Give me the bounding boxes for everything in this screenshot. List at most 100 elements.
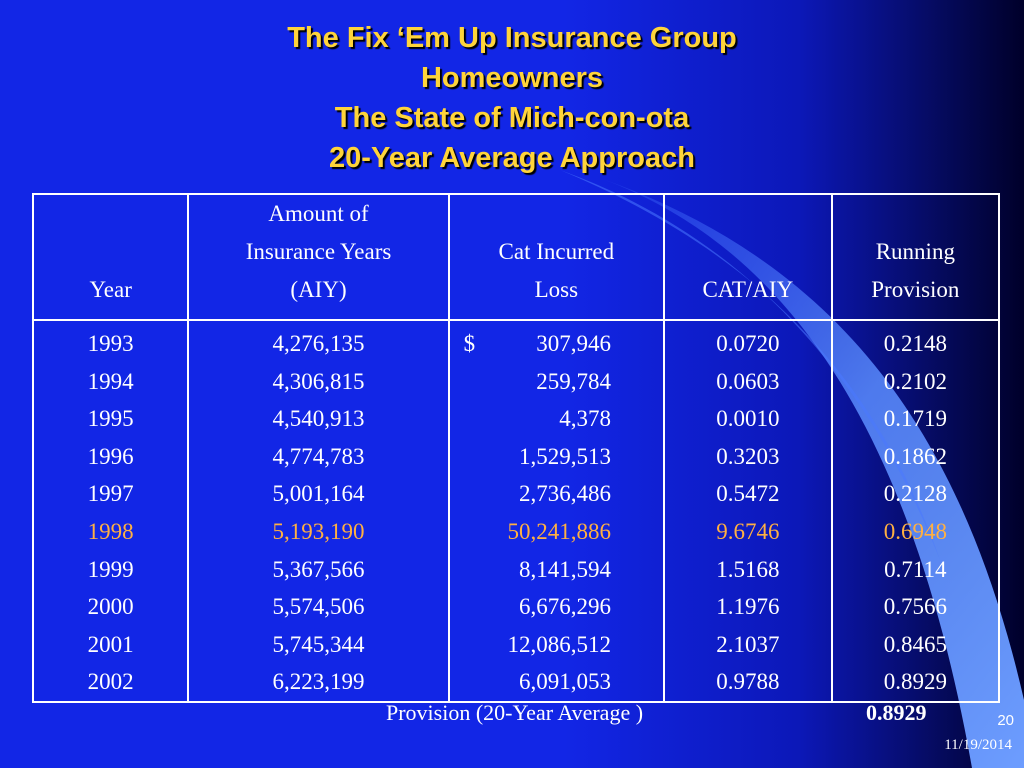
- running-cell: 0.8465: [883, 631, 947, 657]
- header-cat-aiy: CAT/AIY: [663, 193, 833, 321]
- ratio-cell: 1.1976: [716, 594, 780, 620]
- header-line: Year: [89, 277, 132, 302]
- header-line: Insurance Years: [245, 239, 392, 264]
- year-cell: 2000: [87, 594, 134, 620]
- loss-cell: 259,784: [456, 363, 657, 401]
- header-line: CAT/AIY: [702, 277, 794, 302]
- aiy-cell: 4,540,913: [272, 406, 365, 432]
- currency-symbol: [464, 400, 484, 438]
- header-line: (AIY): [290, 277, 347, 302]
- loss-value: 259,784: [536, 368, 611, 394]
- loss-cell: 12,086,512: [456, 626, 657, 664]
- loss-value: 1,529,513: [519, 443, 611, 469]
- ratio-cell: 2.1037: [716, 631, 780, 657]
- header-line: Amount of: [268, 201, 369, 226]
- header-line: Cat Incurred: [498, 239, 615, 264]
- year-cell: 1995: [87, 406, 134, 432]
- title-line-method: 20-Year Average Approach: [329, 142, 695, 174]
- currency-symbol: [464, 626, 484, 664]
- loss-cell: 4,378: [456, 400, 657, 438]
- year-cell: 1997: [87, 481, 134, 507]
- loss-cell: 2,736,486: [456, 475, 657, 513]
- table-header-row: Year Amount of Insurance Years (AIY) Cat I…: [31, 193, 1001, 321]
- currency-symbol: [464, 551, 484, 589]
- year-cell: 1994: [87, 368, 134, 394]
- ratio-cell: 0.0720: [716, 331, 780, 356]
- provision-average-value: 0.8929: [866, 700, 927, 725]
- loss-cell: 6,676,296: [456, 588, 657, 626]
- currency-symbol: [464, 438, 484, 476]
- currency-symbol: [464, 363, 484, 401]
- slide-title: The Fix ‘Em Up Insurance Group Homeowner…: [0, 18, 1024, 178]
- running-cell: 0.2128: [883, 481, 947, 507]
- ratio-cell: 1.5168: [716, 556, 780, 582]
- loss-cell: 8,141,594: [456, 551, 657, 589]
- year-cell: 2002: [87, 669, 134, 695]
- year-cell: 1996: [87, 443, 134, 469]
- running-provision-column: 0.2148 0.2102 0.1719 0.1862 0.2128 0.6948 0.71…: [830, 319, 1001, 703]
- loss-value: 12,086,512: [507, 631, 612, 657]
- currency-symbol: $: [463, 331, 476, 356]
- aiy-cell: 4,276,135: [272, 331, 365, 356]
- loss-value: 307,946: [536, 331, 611, 356]
- running-cell: 0.6948: [883, 518, 947, 544]
- running-cell: 0.1862: [883, 443, 947, 469]
- ratio-cell: 0.0010: [716, 406, 780, 432]
- running-cell: 0.2148: [883, 331, 947, 356]
- loss-value: 2,736,486: [519, 481, 611, 507]
- header-year: Year: [31, 193, 190, 321]
- loss-cell: $307,946: [456, 325, 657, 363]
- slide-number: 20: [997, 712, 1014, 729]
- header-line: Running: [875, 239, 955, 264]
- aiy-cell: 6,223,199: [272, 669, 365, 695]
- loss-cell: 6,091,053: [456, 663, 657, 701]
- loss-value: 4,378: [559, 406, 611, 432]
- provision-average-label: Provision (20-Year Average ): [386, 700, 644, 725]
- aiy-cell: 5,367,566: [272, 556, 365, 582]
- table-body-row: 1993 1994 1995 1996 1997 1998 1999 2000 2001 2002…: [31, 319, 1001, 703]
- loss-cell: 1,529,513: [456, 438, 657, 476]
- cat-aiy-column: 0.0720 0.0603 0.0010 0.3203 0.5472 9.6746 1.51…: [663, 319, 833, 703]
- aiy-cell: 4,306,815: [272, 368, 365, 394]
- currency-symbol: [464, 663, 484, 701]
- ratio-cell: 9.6746: [716, 518, 780, 544]
- header-line: Provision: [871, 277, 960, 302]
- title-line-state: The State of Mich-con-ota: [334, 102, 690, 134]
- header-cat-incurred-loss: Cat Incurred Loss: [447, 193, 666, 321]
- ratio-cell: 0.0603: [716, 368, 780, 394]
- running-cell: 0.1719: [883, 406, 947, 432]
- year-cell: 2001: [87, 631, 134, 657]
- currency-symbol: [464, 513, 484, 551]
- header-running-provision: Running Provision: [830, 193, 1001, 321]
- header-aiy: Amount of Insurance Years (AIY): [187, 193, 450, 321]
- year-cell: 1998: [87, 518, 134, 544]
- aiy-cell: 5,745,344: [272, 631, 365, 657]
- aiy-cell: 5,001,164: [272, 481, 365, 507]
- title-line-line-of-business: Homeowners: [420, 62, 604, 94]
- loss-value: 6,676,296: [519, 594, 611, 620]
- ratio-cell: 0.9788: [716, 669, 780, 695]
- title-line-company: The Fix ‘Em Up Insurance Group: [287, 22, 737, 54]
- year-column: 1993 1994 1995 1996 1997 1998 1999 2000 2001 2002: [31, 319, 190, 703]
- aiy-column: 4,276,135 4,306,815 4,540,913 4,774,783 5,00…: [187, 319, 450, 703]
- ratio-cell: 0.5472: [716, 481, 780, 507]
- currency-symbol: [464, 475, 484, 513]
- aiy-cell: 5,193,190: [272, 518, 365, 544]
- aiy-cell: 5,574,506: [272, 594, 365, 620]
- loss-value: 50,241,886: [507, 518, 612, 544]
- loss-value: 8,141,594: [519, 556, 611, 582]
- loss-cell: 50,241,886: [456, 513, 657, 551]
- header-line: Loss: [534, 277, 579, 302]
- loss-value: 6,091,053: [519, 669, 611, 695]
- cat-incurred-loss-column: $307,946 259,784 4,378 1,529,513 2,736,486 50…: [447, 319, 666, 703]
- aiy-cell: 4,774,783: [272, 443, 365, 469]
- running-cell: 0.7566: [883, 594, 947, 620]
- catastrophe-provision-table: Year Amount of Insurance Years (AIY) Cat I…: [31, 193, 1001, 703]
- running-cell: 0.8929: [883, 669, 947, 695]
- currency-symbol: [464, 588, 484, 626]
- ratio-cell: 0.3203: [716, 443, 780, 469]
- slide-date: 11/19/2014: [944, 737, 1012, 753]
- running-cell: 0.2102: [883, 368, 947, 394]
- year-cell: 1993: [87, 331, 134, 356]
- year-cell: 1999: [87, 556, 134, 582]
